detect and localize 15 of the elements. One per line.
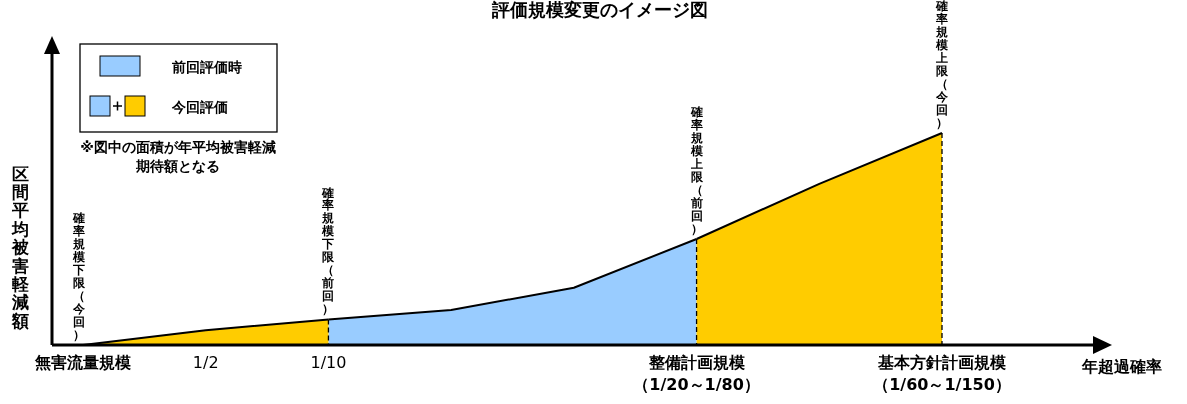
legend-label: 今回評価 bbox=[171, 99, 228, 115]
x-tick-label: 1/2 bbox=[192, 353, 219, 372]
x-tick-label: 1/10 bbox=[309, 352, 348, 374]
x-tick-label: 整備計画規模（1/20～1/80） bbox=[632, 352, 761, 396]
legend-label: 前回評価時 bbox=[171, 59, 242, 75]
text: 確率規模上限（前回） bbox=[690, 104, 703, 236]
chart-title: 評価規模変更のイメージ図 bbox=[491, 0, 708, 20]
x-tick-label: 無害流量規模 bbox=[34, 352, 132, 374]
annotation: ※図中の面積が年平均被害軽減期待額となる bbox=[80, 138, 276, 176]
text: 確率規模下限（今回） bbox=[73, 210, 85, 342]
text: 区間平均被害軽減額 bbox=[11, 163, 29, 331]
x-axis-title: 年超過確率 bbox=[1081, 357, 1162, 376]
text: 確率規模上限（今回） bbox=[936, 0, 948, 130]
text: 確率規模下限（前回） bbox=[322, 185, 335, 317]
x-tick-label: 基本方針計画規模（1/60～1/150） bbox=[872, 352, 1012, 396]
